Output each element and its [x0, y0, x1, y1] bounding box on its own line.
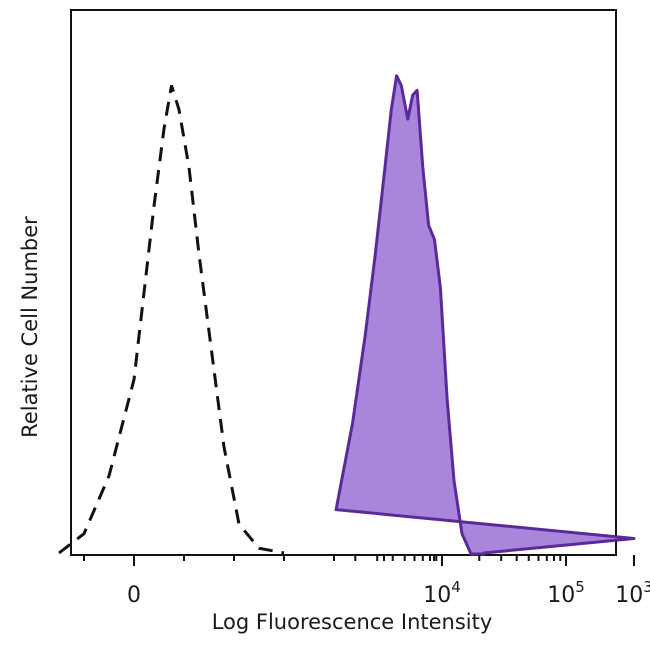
- x-axis-tick-labels: 0 103 104 105: [127, 578, 650, 608]
- series-layer: [58, 74, 636, 556]
- x-axis-ticks: [83, 555, 635, 566]
- x-tick-label: 104: [423, 578, 461, 608]
- x-tick-label: 0: [127, 583, 141, 608]
- x-axis-title: Log Fluorescence Intensity: [212, 610, 493, 634]
- x-tick-label: 103: [615, 578, 650, 608]
- x-tick-label-exponent: 3: [643, 578, 650, 596]
- x-tick-label-exponent: 4: [451, 578, 461, 596]
- series-0-dashed-histogram: [58, 85, 285, 555]
- x-tick-label: 105: [547, 578, 585, 608]
- x-tick-label-exponent: 5: [575, 578, 585, 596]
- y-axis-title: Relative Cell Number: [18, 216, 42, 438]
- series-1-filled-histogram: [334, 74, 636, 556]
